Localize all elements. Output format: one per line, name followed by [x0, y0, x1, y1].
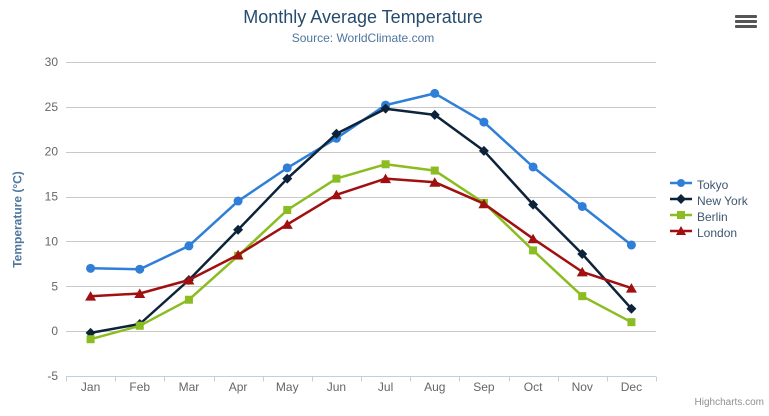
data-point-london[interactable]: [330, 189, 342, 200]
data-point-london[interactable]: [429, 177, 441, 187]
data-point-berlin[interactable]: [430, 166, 439, 175]
data-point-tokyo[interactable]: [135, 264, 145, 274]
data-point-london[interactable]: [625, 283, 637, 293]
y-axis-label: 10: [45, 234, 59, 248]
x-axis-label: Jul: [378, 380, 393, 394]
x-axis-label: Oct: [524, 380, 543, 394]
data-point-tokyo[interactable]: [233, 196, 243, 206]
y-axis-label: 5: [51, 279, 58, 293]
data-point-berlin[interactable]: [627, 318, 636, 327]
data-point-tokyo[interactable]: [479, 117, 489, 127]
data-point-london[interactable]: [380, 173, 392, 184]
data-point-tokyo[interactable]: [626, 240, 636, 250]
data-point-london[interactable]: [478, 198, 490, 209]
series-line-berlin[interactable]: [89, 163, 633, 341]
y-axis-label: 30: [45, 55, 59, 69]
data-point-berlin[interactable]: [135, 321, 144, 330]
data-point-berlin[interactable]: [332, 174, 341, 183]
data-point-new-york[interactable]: [429, 109, 440, 120]
x-axis-label: May: [276, 380, 299, 394]
legend-item-london[interactable]: London: [670, 225, 748, 241]
data-point-tokyo[interactable]: [282, 163, 292, 173]
x-axis-label: Nov: [572, 380, 593, 394]
data-point-tokyo[interactable]: [577, 201, 587, 211]
credits-link[interactable]: Highcharts.com: [694, 397, 764, 408]
diamond-marker-icon: [676, 194, 686, 204]
legend-label: Tokyo: [697, 178, 729, 192]
data-point-new-york[interactable]: [233, 224, 244, 235]
x-axis-label: Jun: [327, 380, 346, 394]
y-axis-label: 0: [51, 324, 58, 338]
data-point-berlin[interactable]: [381, 160, 390, 169]
y-axis-label: 20: [45, 145, 59, 159]
context-menu-button[interactable]: [735, 15, 757, 28]
data-point-london[interactable]: [576, 266, 588, 277]
data-point-london[interactable]: [134, 288, 146, 298]
series-marker-icon: [670, 224, 692, 242]
data-point-london[interactable]: [281, 219, 293, 229]
x-axis-label: Dec: [621, 380, 642, 394]
legend-item-berlin[interactable]: Berlin: [670, 209, 748, 225]
hamburger-icon: [735, 25, 757, 28]
data-point-london[interactable]: [85, 291, 97, 301]
series-line-london[interactable]: [89, 177, 633, 298]
chart-subtitle: Source: WorldClimate.com: [291, 31, 435, 45]
data-point-tokyo[interactable]: [184, 241, 194, 251]
data-point-berlin[interactable]: [578, 292, 587, 301]
data-point-london[interactable]: [183, 275, 195, 285]
hamburger-icon: [735, 15, 757, 18]
data-point-london[interactable]: [527, 233, 539, 244]
triangle-marker-icon: [676, 226, 686, 235]
data-point-new-york[interactable]: [282, 173, 293, 184]
x-axis-label: Mar: [179, 380, 200, 394]
data-point-berlin[interactable]: [184, 295, 193, 304]
data-point-tokyo[interactable]: [86, 263, 96, 273]
y-axis-label: -5: [47, 369, 58, 383]
data-point-new-york[interactable]: [478, 145, 489, 156]
data-point-berlin[interactable]: [86, 335, 95, 344]
x-axis-label: Jan: [81, 380, 100, 394]
legend-label: New York: [697, 194, 748, 208]
x-axis-label: Apr: [229, 380, 248, 394]
data-point-new-york[interactable]: [626, 303, 637, 314]
series-marker-icon: [670, 176, 692, 194]
legend-item-new-york[interactable]: New York: [670, 193, 748, 209]
legend: Tokyo New York Berlin London: [670, 177, 748, 241]
series-marker-icon: [670, 192, 692, 210]
legend-label: Berlin: [697, 210, 728, 224]
legend-label: London: [697, 226, 738, 240]
square-marker-icon: [677, 211, 685, 219]
data-point-new-york[interactable]: [528, 199, 539, 210]
series-marker-icon: [670, 208, 692, 226]
circle-marker-icon: [677, 179, 685, 187]
y-axis-title: Temperature (°C): [10, 171, 25, 268]
data-point-berlin[interactable]: [529, 246, 538, 255]
x-axis-label: Sep: [473, 380, 495, 394]
data-point-berlin[interactable]: [283, 206, 292, 215]
chart-title: Monthly Average Temperature: [243, 7, 483, 27]
data-point-london[interactable]: [232, 249, 244, 260]
x-axis-label: Feb: [129, 380, 150, 394]
hamburger-icon: [735, 20, 757, 23]
legend-item-tokyo[interactable]: Tokyo: [670, 177, 748, 193]
data-point-tokyo[interactable]: [430, 88, 440, 98]
series-line-tokyo[interactable]: [89, 92, 633, 271]
y-axis-label: 25: [45, 100, 59, 114]
y-axis-label: 15: [45, 190, 59, 204]
x-axis-label: Aug: [424, 380, 445, 394]
data-point-new-york[interactable]: [577, 248, 588, 259]
data-point-new-york[interactable]: [331, 128, 342, 139]
data-point-tokyo[interactable]: [528, 162, 538, 172]
data-point-new-york[interactable]: [380, 103, 391, 114]
series-line-new-york[interactable]: [89, 107, 633, 335]
